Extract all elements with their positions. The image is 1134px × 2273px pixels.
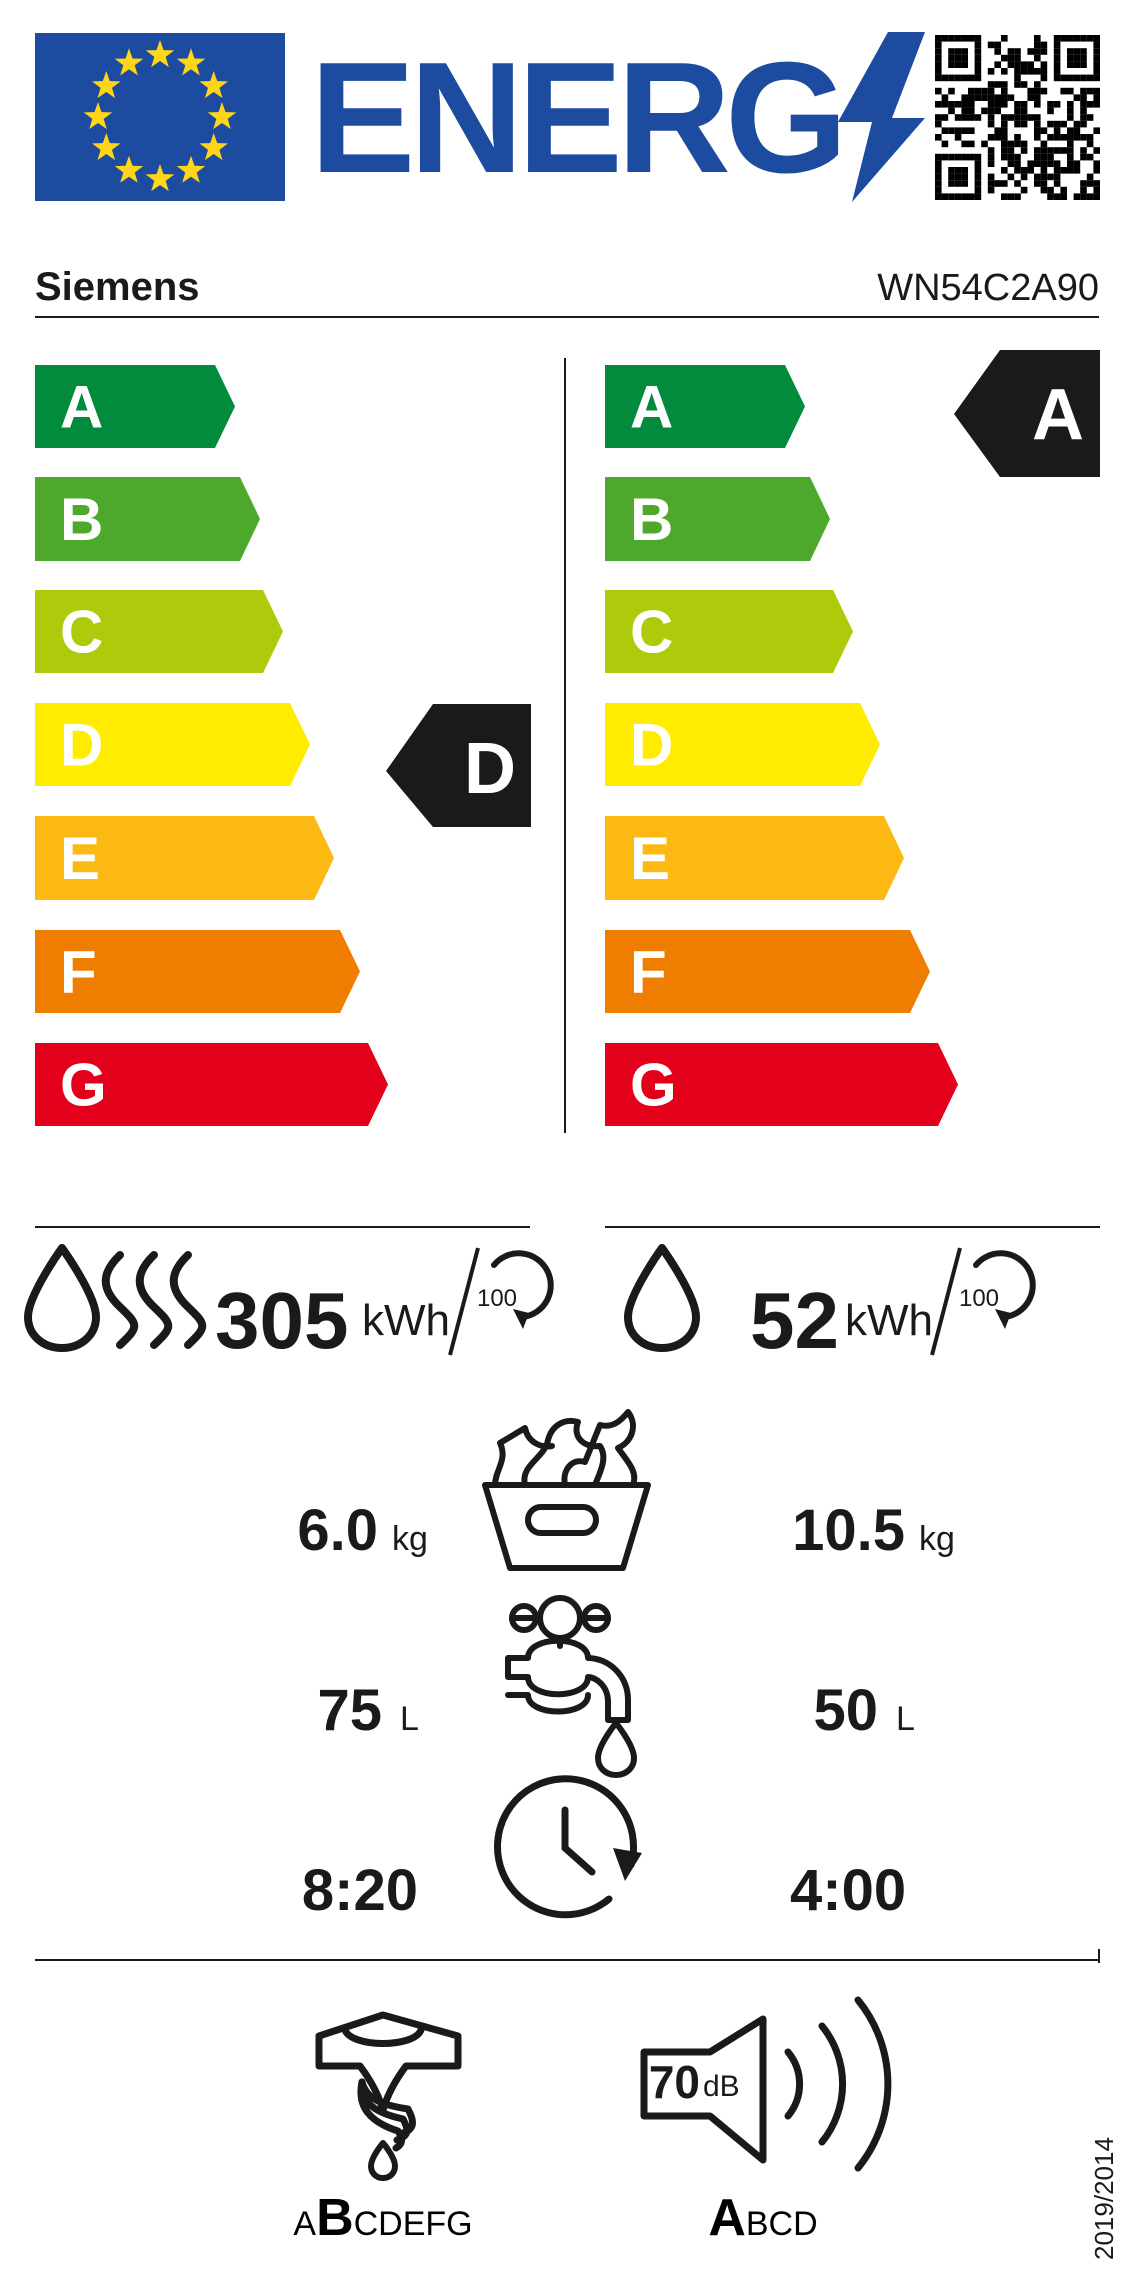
svg-text:305: 305 bbox=[215, 1276, 348, 1365]
svg-text:C: C bbox=[630, 599, 673, 666]
svg-text:E: E bbox=[60, 825, 100, 892]
svg-text:A: A bbox=[60, 374, 103, 441]
svg-text:10.5: 10.5 bbox=[792, 1498, 905, 1563]
svg-text:G: G bbox=[630, 1052, 677, 1119]
svg-text:kWh: kWh bbox=[362, 1296, 450, 1345]
svg-text:kg: kg bbox=[919, 1520, 955, 1558]
svg-text:B: B bbox=[630, 486, 673, 553]
svg-text:E: E bbox=[630, 825, 670, 892]
svg-text:52: 52 bbox=[750, 1276, 839, 1365]
svg-text:L: L bbox=[896, 1700, 915, 1738]
svg-text:75: 75 bbox=[317, 1678, 382, 1743]
svg-text:A: A bbox=[630, 374, 673, 441]
svg-text:6.0: 6.0 bbox=[297, 1498, 378, 1563]
svg-text:D: D bbox=[60, 712, 103, 779]
svg-text:Siemens: Siemens bbox=[35, 265, 200, 309]
svg-text:8:20: 8:20 bbox=[302, 1858, 418, 1923]
svg-text:2019/2014: 2019/2014 bbox=[1089, 2137, 1119, 2260]
svg-text:kg: kg bbox=[392, 1520, 428, 1558]
svg-text:C: C bbox=[60, 599, 103, 666]
svg-text:F: F bbox=[60, 939, 97, 1006]
svg-text:70: 70 bbox=[649, 2056, 700, 2108]
svg-text:ABCDEFG: ABCDEFG bbox=[293, 2189, 472, 2247]
svg-text:100: 100 bbox=[477, 1285, 517, 1312]
svg-text:D: D bbox=[630, 712, 673, 779]
svg-text:B: B bbox=[60, 486, 103, 553]
svg-text:dB: dB bbox=[703, 2070, 740, 2103]
svg-text:F: F bbox=[630, 939, 667, 1006]
svg-text:WN54C2A90: WN54C2A90 bbox=[877, 267, 1099, 309]
svg-text:L: L bbox=[400, 1700, 419, 1738]
svg-text:A: A bbox=[1032, 375, 1084, 455]
svg-text:ABCD: ABCD bbox=[708, 2189, 817, 2247]
svg-text:4:00: 4:00 bbox=[790, 1858, 906, 1923]
svg-text:50: 50 bbox=[813, 1678, 878, 1743]
svg-text:G: G bbox=[60, 1052, 107, 1119]
svg-text:D: D bbox=[464, 729, 516, 809]
svg-text:100: 100 bbox=[959, 1285, 999, 1312]
svg-text:kWh: kWh bbox=[845, 1296, 933, 1345]
svg-text:ENERG: ENERG bbox=[310, 30, 842, 206]
